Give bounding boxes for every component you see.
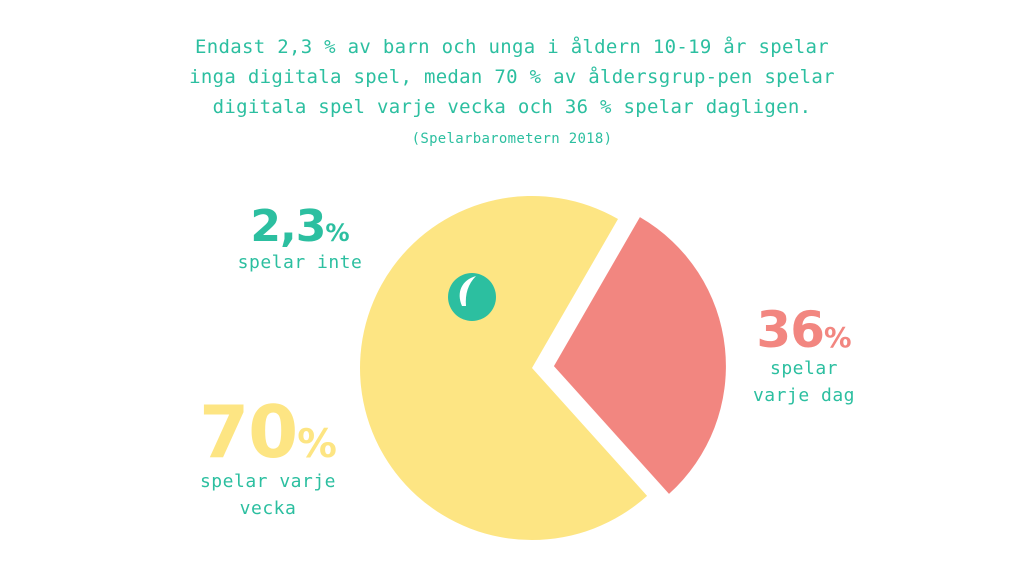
value-plays-weekly: 70% (168, 396, 368, 468)
pie-dot-shine (459, 276, 476, 306)
value-number: 70 (199, 390, 298, 474)
header-text: Endast 2,3 % av barn och unga i åldern 1… (180, 32, 844, 154)
caption-does-not-play: spelar inte (237, 252, 363, 273)
label-plays-daily: 36% spelar varje dag (724, 305, 884, 409)
pie-dot-circle (448, 273, 496, 321)
label-does-not-play: 2,3% spelar inte (210, 205, 390, 276)
label-plays-weekly: 70% spelar varje vecka (168, 396, 368, 522)
value-does-not-play: 2,3% (210, 205, 390, 249)
value-number: 36 (756, 301, 825, 359)
pie-slice-daily (553, 217, 726, 494)
caption-text: spelar varje vecka (199, 471, 337, 519)
pie-slice-weekly (360, 195, 648, 541)
caption-plays-weekly: spelar varje vecka (168, 468, 368, 522)
value-number: 2,3 (250, 201, 326, 252)
caption-plays-daily: spelar varje dag (724, 355, 884, 409)
caption-text: spelar varje dag (752, 358, 856, 406)
value-unit: % (824, 322, 852, 354)
value-plays-daily: 36% (724, 305, 884, 355)
value-unit: % (325, 219, 350, 247)
header-body: Endast 2,3 % av barn och unga i åldern 1… (189, 36, 835, 118)
value-unit: % (297, 421, 337, 467)
pie-dot-none (448, 273, 496, 321)
header-source: (Spelarbarometern 2018) (411, 131, 613, 147)
